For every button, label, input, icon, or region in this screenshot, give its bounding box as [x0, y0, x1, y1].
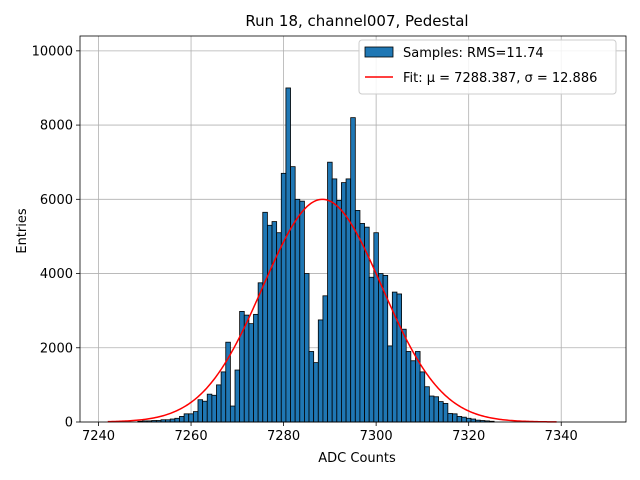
histogram-bar — [313, 362, 319, 423]
histogram-bar — [378, 273, 384, 423]
histogram-bar — [470, 418, 477, 423]
histogram-bar — [447, 413, 453, 423]
x-tick-label: 7240 — [82, 429, 115, 444]
x-tick-label: 7300 — [360, 429, 393, 444]
histogram-bar — [280, 172, 287, 423]
histogram-bar — [192, 411, 199, 423]
histogram-bar — [401, 328, 407, 423]
histogram-bar — [396, 293, 402, 423]
histogram-bars — [137, 87, 495, 423]
histogram-bar — [461, 416, 467, 423]
histogram-bar — [299, 200, 305, 423]
x-axis-ticks: 7240 7260 7280 7300 7320 7340 — [82, 422, 578, 444]
x-tick-label: 7320 — [452, 429, 485, 444]
histogram-bar — [373, 232, 379, 423]
histogram-bar — [452, 413, 458, 423]
histogram-bar — [188, 413, 194, 423]
histogram-bar — [257, 282, 264, 423]
y-tick-label: 0 — [65, 416, 73, 431]
histogram-bar — [262, 211, 268, 423]
histogram-bar — [220, 371, 227, 423]
histogram-bar — [336, 200, 342, 423]
plot-frame — [79, 35, 627, 423]
histogram-bar — [290, 166, 296, 423]
histogram-bar — [169, 418, 176, 423]
histogram-bar — [438, 401, 444, 423]
fit-curve — [107, 198, 557, 423]
histogram-bar — [294, 198, 301, 423]
histogram-bar — [359, 223, 365, 423]
histogram-bar — [271, 221, 278, 423]
histogram-bar — [317, 319, 324, 423]
histogram-bar — [405, 351, 412, 423]
y-axis-ticks: 0 2000 4000 6000 8000 10000 — [32, 44, 80, 431]
histogram-bar — [243, 314, 250, 423]
y-tick-label: 2000 — [40, 341, 73, 356]
histogram-bar — [368, 276, 375, 423]
histogram-bar — [354, 210, 361, 423]
y-tick-label: 4000 — [40, 267, 73, 282]
histogram-bar — [308, 351, 315, 423]
histogram-bar — [211, 394, 217, 423]
histogram-bar — [345, 178, 352, 423]
y-tick-label: 8000 — [40, 119, 73, 134]
histogram-bar — [174, 417, 180, 423]
histogram-bar — [387, 345, 393, 423]
y-tick-label: 6000 — [40, 193, 73, 208]
legend-label-fit: Fit: μ = 7288.387, σ = 12.886 — [403, 71, 597, 86]
legend-label-samples: Samples: RMS=11.74 — [403, 46, 544, 61]
histogram-bar — [234, 369, 241, 423]
x-tick-label: 7340 — [545, 429, 578, 444]
histogram-bar — [456, 416, 463, 423]
histogram-bar — [341, 182, 347, 423]
histogram-bar — [424, 386, 430, 423]
histogram-bar — [179, 416, 185, 423]
histogram-bar — [206, 393, 213, 423]
histogram-bar — [197, 399, 204, 423]
x-tick-label: 7280 — [267, 429, 300, 444]
histogram-bar — [304, 273, 310, 423]
x-tick-label: 7260 — [175, 429, 208, 444]
y-axis-label: Entries — [15, 208, 30, 254]
histogram-bar — [276, 232, 282, 423]
legend: Samples: RMS=11.74 Fit: μ = 7288.387, σ … — [358, 39, 617, 95]
histogram-bar — [419, 371, 426, 423]
histogram-bar — [433, 396, 440, 423]
histogram-bar — [465, 417, 472, 423]
histogram-bar — [229, 405, 236, 423]
histogram-bar — [322, 295, 328, 423]
histogram-bar — [183, 413, 190, 423]
histogram-bar — [442, 403, 449, 423]
x-axis-label: ADC Counts — [318, 451, 396, 466]
histogram-bar — [428, 395, 435, 423]
histogram-bar — [266, 224, 273, 423]
histogram-bar — [216, 384, 222, 423]
y-tick-label: 10000 — [32, 44, 73, 59]
legend-swatch-samples — [364, 46, 394, 58]
histogram-bar — [410, 360, 416, 423]
histogram-bar — [350, 117, 356, 423]
histogram-bar — [331, 178, 338, 423]
histogram-bar — [248, 323, 254, 423]
histogram-bar — [202, 400, 208, 423]
legend-box — [358, 39, 617, 95]
histogram-bar — [253, 313, 259, 423]
chart-title: Run 18, channel007, Pedestal — [245, 12, 468, 30]
histogram-bar — [285, 87, 291, 423]
